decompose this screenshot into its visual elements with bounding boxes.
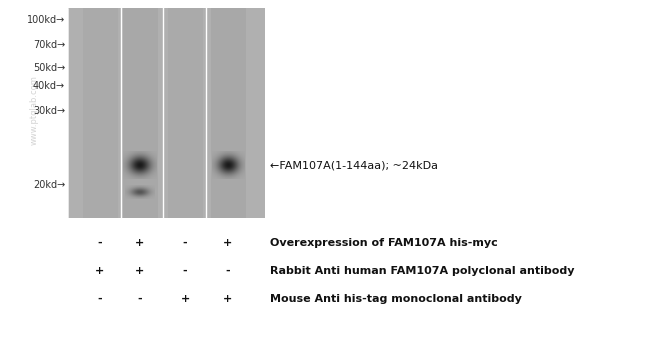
Text: +: + <box>224 238 233 248</box>
Text: +: + <box>135 266 144 276</box>
Text: -: - <box>138 294 142 304</box>
Text: 70kd→: 70kd→ <box>32 40 65 50</box>
Text: 20kd→: 20kd→ <box>32 180 65 190</box>
Text: 40kd→: 40kd→ <box>33 81 65 91</box>
Text: -: - <box>183 238 187 248</box>
Bar <box>211 8 246 218</box>
Text: -: - <box>226 266 230 276</box>
Text: Mouse Anti his-tag monoclonal antibody: Mouse Anti his-tag monoclonal antibody <box>270 294 522 304</box>
Text: 50kd→: 50kd→ <box>32 63 65 73</box>
Text: ←FAM107A(1-144aa); ~24kDa: ←FAM107A(1-144aa); ~24kDa <box>270 160 438 170</box>
Text: +: + <box>135 238 144 248</box>
Text: Overexpression of FAM107A his-myc: Overexpression of FAM107A his-myc <box>270 238 498 248</box>
Bar <box>68 8 265 218</box>
Text: +: + <box>181 294 190 304</box>
Text: www.ptglab.com: www.ptglab.com <box>29 75 38 145</box>
Text: 30kd→: 30kd→ <box>33 106 65 116</box>
Text: -: - <box>183 266 187 276</box>
Text: Rabbit Anti human FAM107A polyclonal antibody: Rabbit Anti human FAM107A polyclonal ant… <box>270 266 575 276</box>
Text: 100kd→: 100kd→ <box>27 15 65 25</box>
Bar <box>123 8 158 218</box>
Text: +: + <box>224 294 233 304</box>
Text: -: - <box>98 238 102 248</box>
Bar <box>168 8 203 218</box>
Text: +: + <box>96 266 105 276</box>
Text: -: - <box>98 294 102 304</box>
Bar <box>83 8 118 218</box>
